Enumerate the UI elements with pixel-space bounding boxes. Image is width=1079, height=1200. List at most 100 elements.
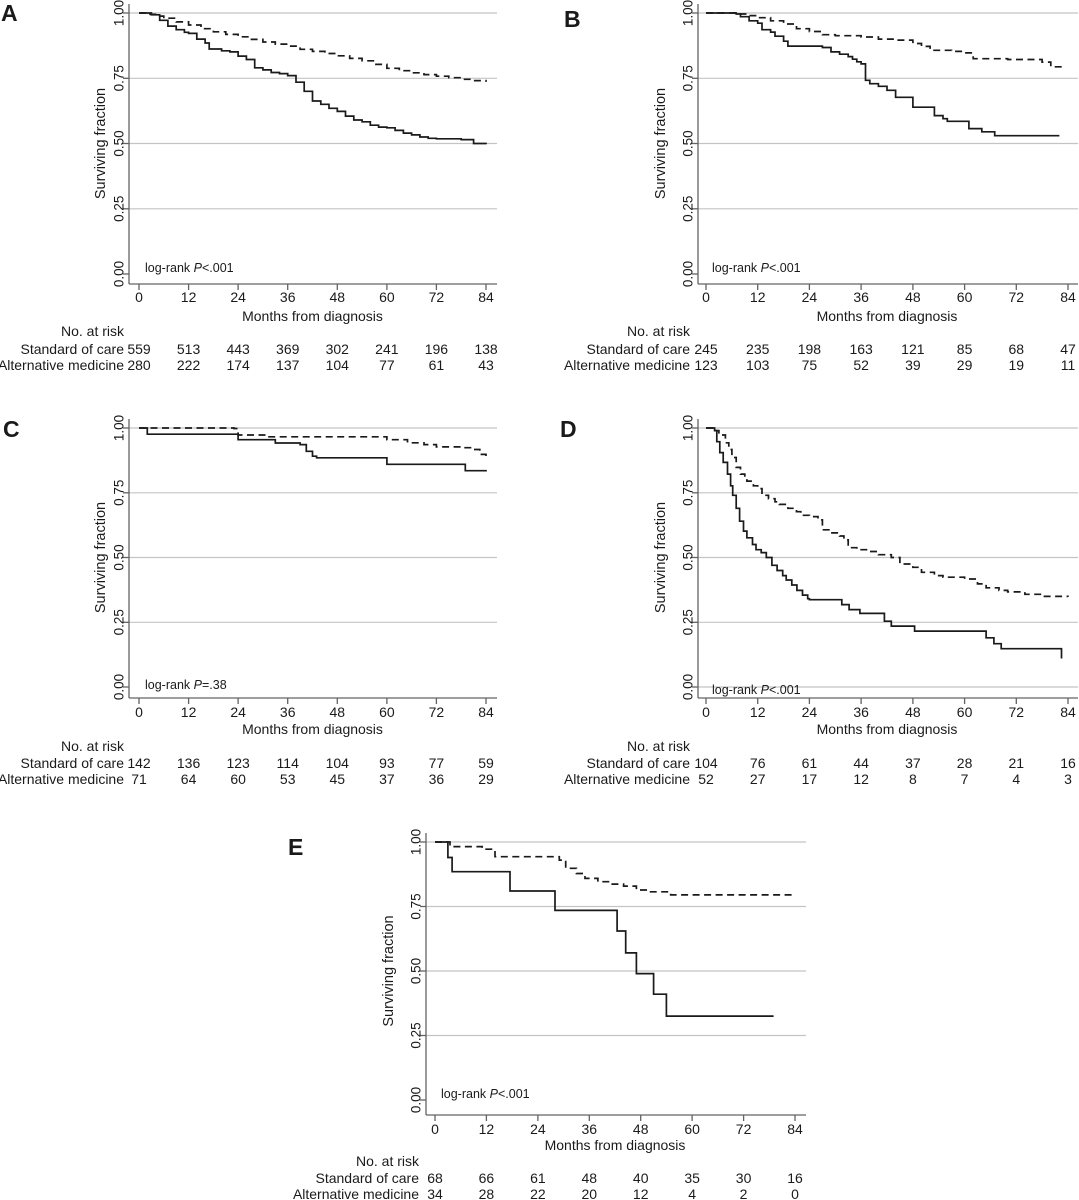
x-tick-label: 12 (750, 289, 766, 305)
x-tick-label: 36 (853, 289, 869, 305)
risk-value: 39 (905, 357, 921, 373)
y-tick-label: 0.00 (681, 674, 696, 700)
risk-value: 71 (131, 771, 147, 787)
x-tick-label: 72 (429, 289, 445, 305)
y-tick-label: 0.75 (112, 65, 127, 91)
y-tick-label: 0.75 (112, 480, 127, 506)
risk-row-label-alternative-medicine: Alternative medicine (0, 771, 124, 787)
risk-value: 138 (474, 341, 498, 357)
risk-value: 0 (791, 1186, 799, 1200)
y-tick-label: 1.00 (112, 415, 127, 441)
x-tick-label: 0 (702, 704, 710, 720)
logrank-label: log-rank P<.001 (441, 1087, 530, 1101)
y-tick-label: 0.25 (409, 1022, 424, 1048)
risk-value: 174 (226, 357, 250, 373)
y-axis-title: Surviving fraction (653, 502, 669, 613)
risk-row-label-alternative-medicine: Alternative medicine (293, 1186, 419, 1200)
risk-value: 37 (379, 771, 395, 787)
y-tick-label: 0.50 (112, 130, 127, 156)
x-tick-label: 24 (230, 704, 246, 720)
x-tick-label: 84 (478, 704, 494, 720)
survival-curve-standard-of-care (706, 427, 1069, 598)
x-axis-title: Months from diagnosis (817, 308, 958, 324)
y-axis-title: Surviving fraction (653, 88, 669, 199)
risk-value: 28 (957, 755, 973, 771)
x-tick-label: 12 (181, 704, 197, 720)
y-axis-title: Surviving fraction (381, 915, 397, 1026)
risk-table-header: No. at risk (627, 738, 691, 754)
risk-value: 52 (698, 771, 714, 787)
risk-table-header: No. at risk (356, 1153, 420, 1169)
x-tick-label: 36 (853, 704, 869, 720)
x-tick-label: 12 (750, 704, 766, 720)
x-tick-label: 36 (280, 704, 296, 720)
survival-curve-alternative-medicine (706, 12, 1060, 137)
x-tick-label: 0 (135, 704, 143, 720)
x-tick-label: 60 (684, 1121, 700, 1137)
y-tick-label: 0.00 (409, 1087, 424, 1113)
risk-value: 52 (853, 357, 869, 373)
x-tick-label: 60 (379, 704, 395, 720)
risk-value: 22 (530, 1186, 546, 1200)
risk-value: 30 (736, 1170, 752, 1186)
x-tick-label: 0 (135, 289, 143, 305)
y-tick-label: 1.00 (681, 415, 696, 441)
logrank-label: log-rank P<.001 (712, 683, 801, 697)
risk-value: 4 (1012, 771, 1020, 787)
risk-value: 443 (226, 341, 250, 357)
risk-value: 77 (379, 357, 395, 373)
risk-row-label-alternative-medicine: Alternative medicine (564, 771, 690, 787)
risk-value: 241 (375, 341, 399, 357)
x-tick-label: 36 (280, 289, 296, 305)
risk-value: 53 (280, 771, 296, 787)
risk-value: 68 (427, 1170, 443, 1186)
x-tick-label: 48 (905, 704, 921, 720)
x-tick-label: 84 (1060, 289, 1076, 305)
logrank-label: log-rank P<.001 (712, 261, 801, 275)
risk-value: 198 (798, 341, 822, 357)
risk-value: 47 (1060, 341, 1076, 357)
x-axis-title: Months from diagnosis (545, 1137, 686, 1153)
risk-value: 245 (694, 341, 718, 357)
panel-label-b: B (564, 6, 581, 32)
risk-row-label-alternative-medicine: Alternative medicine (0, 357, 124, 373)
x-tick-label: 72 (429, 704, 445, 720)
risk-value: 19 (1008, 357, 1024, 373)
risk-value: 29 (478, 771, 494, 787)
risk-row-label-standard-of-care: Standard of care (20, 755, 124, 771)
panel-a: 0.00 0.25 0.50 0.75 1.00 Surviving fraction 0 1… (0, 0, 498, 373)
logrank-label: log-rank P=.38 (145, 678, 227, 692)
y-tick-label: 0.75 (409, 893, 424, 919)
risk-value: 17 (802, 771, 818, 787)
risk-value: 280 (127, 357, 151, 373)
risk-table-header: No. at risk (627, 323, 691, 339)
x-tick-label: 0 (702, 289, 710, 305)
risk-value: 142 (127, 755, 151, 771)
y-tick-label: 0.75 (681, 480, 696, 506)
risk-value: 103 (746, 357, 770, 373)
risk-value: 16 (1060, 755, 1076, 771)
risk-value: 21 (1008, 755, 1024, 771)
x-tick-label: 72 (1008, 289, 1024, 305)
risk-value: 34 (427, 1186, 443, 1200)
panel-label-d: D (560, 416, 577, 442)
panel-label-a: A (1, 0, 18, 26)
y-tick-label: 1.00 (681, 0, 696, 26)
risk-row-label-alternative-medicine: Alternative medicine (564, 357, 690, 373)
x-tick-label: 60 (379, 289, 395, 305)
risk-value: 3 (1064, 771, 1072, 787)
y-tick-label: 0.50 (409, 958, 424, 984)
panel-label-e: E (288, 834, 303, 860)
risk-value: 8 (909, 771, 917, 787)
x-tick-label: 36 (581, 1121, 597, 1137)
risk-value: 559 (127, 341, 151, 357)
risk-value: 60 (230, 771, 246, 787)
risk-value: 64 (181, 771, 197, 787)
x-tick-label: 24 (230, 289, 246, 305)
risk-row-label-standard-of-care: Standard of care (586, 341, 690, 357)
y-tick-label: 0.00 (681, 261, 696, 287)
x-tick-label: 48 (329, 289, 345, 305)
risk-value: 163 (849, 341, 873, 357)
panel-d: 0.00 0.25 0.50 0.75 1.00 Surviving fraction 0 1… (560, 415, 1078, 787)
x-tick-label: 24 (530, 1121, 546, 1137)
